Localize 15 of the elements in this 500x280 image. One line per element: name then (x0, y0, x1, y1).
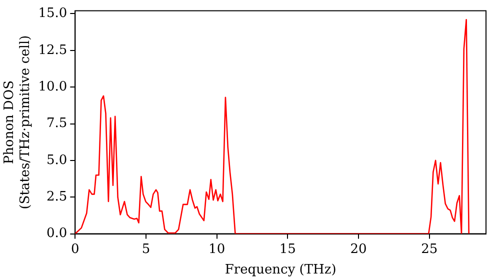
y-tick-label: 10.0 (38, 79, 68, 94)
x-tick-label: 0 (71, 242, 80, 257)
x-tick-label: 25 (421, 242, 438, 257)
x-tick-label: 15 (279, 242, 296, 257)
y-tick-label: 5.0 (46, 152, 68, 168)
y-axis-title: Phonon DOS (States/THz·primitive cell) (2, 35, 33, 210)
x-tick-label: 10 (208, 242, 226, 257)
x-tick-label: 5 (142, 242, 150, 257)
y-tick-label: 0.0 (46, 226, 68, 242)
x-axis-title: Frequency (THz) (224, 262, 336, 278)
y-tick-label: 12.5 (38, 42, 68, 58)
x-tick-label: 20 (350, 242, 367, 257)
y-tick-label: 7.5 (46, 116, 68, 132)
y-tick-label: 15.0 (38, 6, 68, 22)
y-tick-label: 2.5 (46, 189, 68, 204)
